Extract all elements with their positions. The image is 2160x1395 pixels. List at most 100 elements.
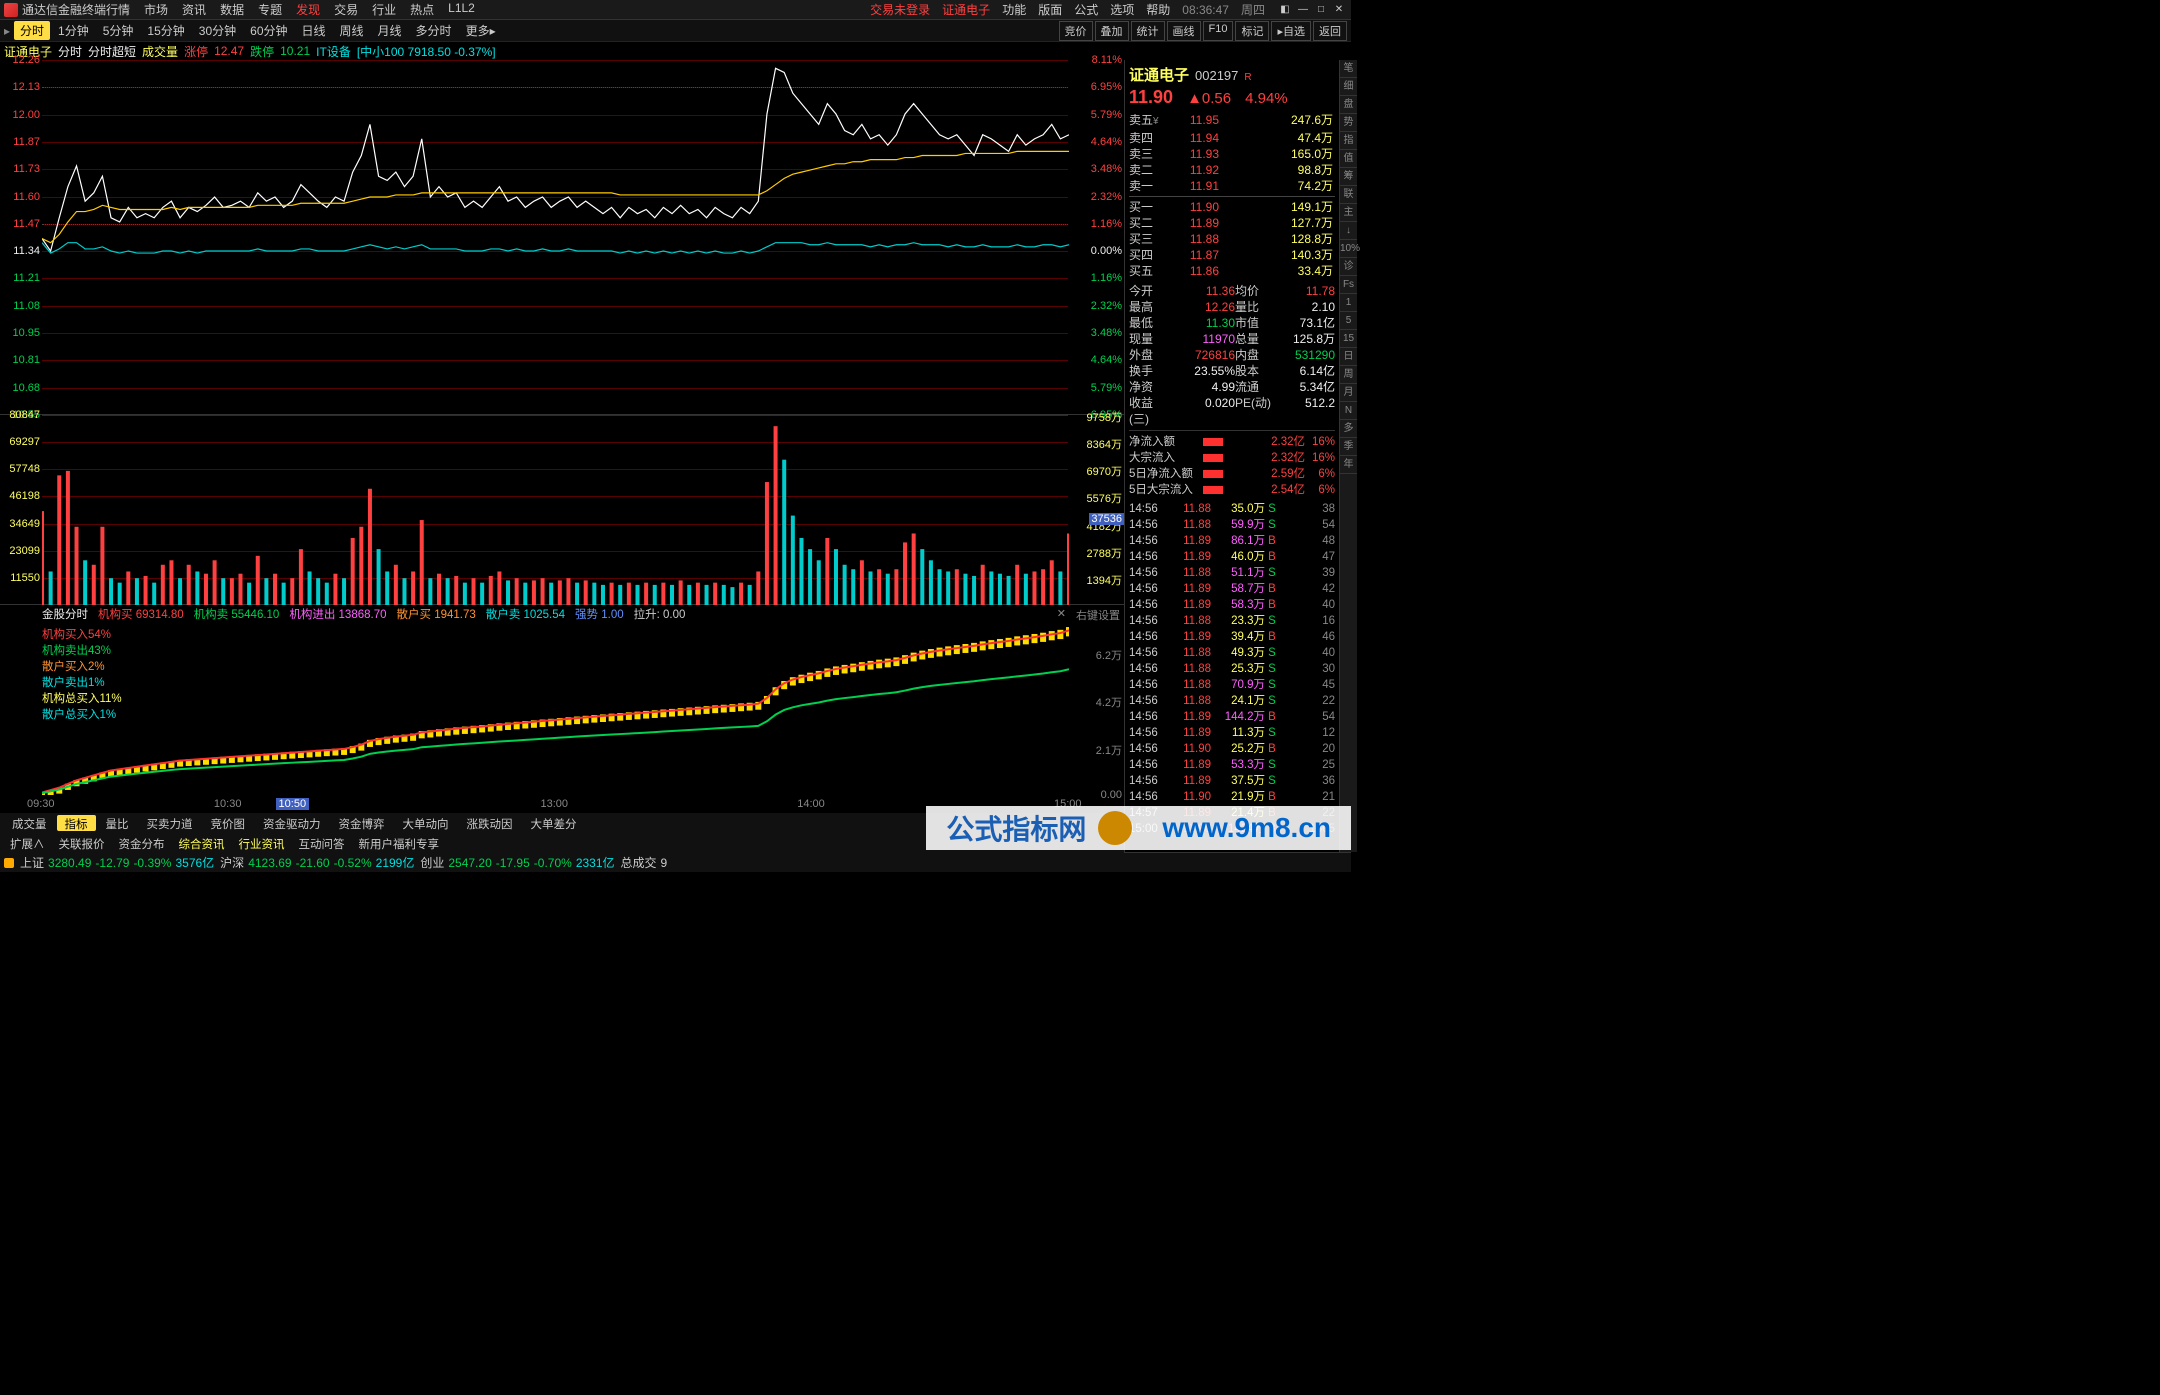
period-5[interactable]: 60分钟 [244, 21, 293, 40]
minimize-icon[interactable]: — [1295, 3, 1311, 17]
index-1[interactable]: 沪深4123.69-21.60-0.52%2199亿 [220, 854, 414, 871]
brow2-0[interactable]: 扩展∧ [4, 835, 51, 851]
tbright-4[interactable]: F10 [1203, 21, 1234, 41]
vol-ylab-l-4: 34649 [2, 518, 40, 530]
titlefunc-0[interactable]: 功能 [1002, 1, 1026, 18]
menu-8[interactable]: 热点 [410, 1, 434, 18]
menu-6[interactable]: 交易 [334, 1, 358, 18]
tbright-0[interactable]: 竞价 [1059, 21, 1093, 41]
period-9[interactable]: 多分时 [410, 21, 458, 40]
index-3[interactable]: 总成交9 [621, 854, 668, 871]
price-chart[interactable]: 12.268.11%12.136.95%12.005.79%11.874.64%… [0, 60, 1124, 415]
btab-8[interactable]: 涨跌动因 [459, 815, 521, 831]
menu-1[interactable]: 市场 [144, 1, 168, 18]
period-0[interactable]: 分时 [14, 21, 50, 40]
sidebtn-13[interactable]: 1 [1340, 294, 1357, 312]
volume-chart[interactable]: 808479758万692978364万577486970万461985576万… [0, 415, 1124, 605]
sidebtn-21[interactable]: 季 [1340, 438, 1357, 456]
btab-9[interactable]: 大单差分 [523, 815, 585, 831]
tbright-6[interactable]: ▸自选 [1271, 21, 1311, 41]
db-icon[interactable]: ◧ [1277, 3, 1293, 17]
sidebtn-4[interactable]: 指 [1340, 132, 1357, 150]
sidebtn-17[interactable]: 周 [1340, 366, 1357, 384]
tbright-7[interactable]: 返回 [1313, 21, 1347, 41]
flow-ylab-2: 2.1万 [1096, 742, 1122, 758]
tbright-5[interactable]: 标记 [1235, 21, 1269, 41]
period-7[interactable]: 周线 [334, 21, 370, 40]
brow2-1[interactable]: 关联报价 [53, 835, 111, 851]
sidebtn-8[interactable]: 主 [1340, 204, 1357, 222]
sidebtn-0[interactable]: 笔 [1340, 60, 1357, 78]
sidebtn-1[interactable]: 细 [1340, 78, 1357, 96]
sidebtn-12[interactable]: Fs [1340, 276, 1357, 294]
titlefunc-3[interactable]: 选项 [1110, 1, 1134, 18]
btab-7[interactable]: 大单动向 [395, 815, 457, 831]
sidebtn-3[interactable]: 势 [1340, 114, 1357, 132]
btab-1[interactable]: 指标 [57, 815, 96, 831]
tbright-1[interactable]: 叠加 [1095, 21, 1129, 41]
close-icon[interactable]: ✕ [1331, 3, 1347, 17]
titlefunc-1[interactable]: 版面 [1038, 1, 1062, 18]
flow-close-icon[interactable]: ✕ [1057, 607, 1066, 620]
menu-7[interactable]: 行业 [372, 1, 396, 18]
sidebtn-20[interactable]: 多 [1340, 420, 1357, 438]
ob-row: 买二11.89127.7万 [1129, 215, 1335, 231]
sidebtn-16[interactable]: 日 [1340, 348, 1357, 366]
sidebtn-15[interactable]: 15 [1340, 330, 1357, 348]
btab-3[interactable]: 买卖力道 [139, 815, 201, 831]
btab-0[interactable]: 成交量 [4, 815, 55, 831]
tbright-3[interactable]: 画线 [1167, 21, 1201, 41]
menu-3[interactable]: 数据 [220, 1, 244, 18]
sidebtn-14[interactable]: 5 [1340, 312, 1357, 330]
period-1[interactable]: 1分钟 [52, 21, 95, 40]
period-4[interactable]: 30分钟 [193, 21, 242, 40]
menu-2[interactable]: 资讯 [182, 1, 206, 18]
price-ylab-l-5: 11.60 [2, 191, 40, 203]
menu-0[interactable]: 行情 [106, 1, 130, 18]
tick-row-1: 14:5611.8859.9万S54 [1129, 517, 1335, 533]
expand-icon[interactable]: ▸ [4, 24, 10, 38]
titlefunc-2[interactable]: 公式 [1074, 1, 1098, 18]
sidebtn-11[interactable]: 诊 [1340, 258, 1357, 276]
index-2[interactable]: 创业2547.20-17.95-0.70%2331亿 [420, 854, 614, 871]
tick-row-4: 14:5611.8851.1万S39 [1129, 565, 1335, 581]
time-tick-2: 10:50 [276, 798, 310, 810]
sidebtn-22[interactable]: 年 [1340, 456, 1357, 474]
brow2-3[interactable]: 综合资讯 [173, 835, 231, 851]
period-10[interactable]: 更多▸ [460, 21, 502, 40]
btab-2[interactable]: 量比 [98, 815, 137, 831]
period-8[interactable]: 月线 [372, 21, 408, 40]
tbright-2[interactable]: 统计 [1131, 21, 1165, 41]
period-3[interactable]: 15分钟 [141, 21, 190, 40]
flow-settings-button[interactable]: 右键设置 [1076, 607, 1120, 623]
sidebtn-10[interactable]: 10% [1340, 240, 1357, 258]
sidebtn-19[interactable]: N [1340, 402, 1357, 420]
btab-6[interactable]: 资金博弈 [331, 815, 393, 831]
sidebtn-18[interactable]: 月 [1340, 384, 1357, 402]
menu-9[interactable]: L1L2 [448, 1, 475, 18]
brow2-5[interactable]: 互动问答 [293, 835, 351, 851]
period-2[interactable]: 5分钟 [97, 21, 140, 40]
period-6[interactable]: 日线 [296, 21, 332, 40]
sidebtn-9[interactable]: ↓ [1340, 222, 1357, 240]
flow-chart[interactable]: 金股分时机构买 69314.80机构卖 55446.10机构进出 13868.7… [0, 605, 1124, 795]
vol-ylab-l-2: 57748 [2, 463, 40, 475]
sidebtn-2[interactable]: 盘 [1340, 96, 1357, 114]
price-ylab-l-10: 10.95 [2, 327, 40, 339]
sidebtn-6[interactable]: 筹 [1340, 168, 1357, 186]
brow2-2[interactable]: 资金分布 [113, 835, 171, 851]
brow2-6[interactable]: 新用户福利专享 [353, 835, 446, 851]
price-ylab-r-11: 4.64% [1091, 354, 1122, 366]
menu-5[interactable]: 发现 [296, 1, 320, 18]
sidebtn-5[interactable]: 值 [1340, 150, 1357, 168]
titlefunc-4[interactable]: 帮助 [1146, 1, 1170, 18]
index-0[interactable]: 上证3280.49-12.79-0.39%3576亿 [20, 854, 214, 871]
btab-4[interactable]: 竞价图 [203, 815, 254, 831]
brow2-4[interactable]: 行业资讯 [233, 835, 291, 851]
stat-row-0: 今开11.36均价11.78 [1129, 283, 1335, 299]
price-ylab-r-3: 4.64% [1091, 136, 1122, 148]
menu-4[interactable]: 专题 [258, 1, 282, 18]
btab-5[interactable]: 资金驱动力 [255, 815, 329, 831]
maximize-icon[interactable]: □ [1313, 3, 1329, 17]
sidebtn-7[interactable]: 联 [1340, 186, 1357, 204]
